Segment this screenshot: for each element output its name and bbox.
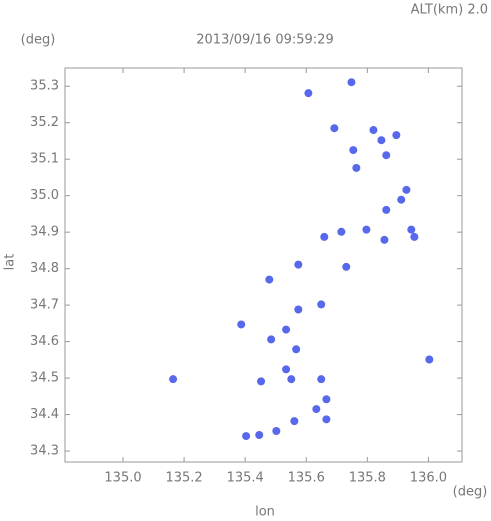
echo-point xyxy=(407,225,416,234)
echo-point xyxy=(347,78,356,87)
echo-point xyxy=(342,262,351,271)
y-tick-label: 35.2 xyxy=(30,115,59,130)
x-tick-label: 135.2 xyxy=(165,471,202,486)
y-tick-label: 35.3 xyxy=(30,79,59,94)
echo-point xyxy=(242,432,251,441)
echo-point xyxy=(352,163,361,172)
echo-point xyxy=(322,415,331,424)
echo-point xyxy=(287,375,296,384)
echo-point xyxy=(272,426,281,435)
y-axis-label: lat xyxy=(3,254,18,271)
plot-frame xyxy=(64,67,463,463)
x-tick-label: 135.6 xyxy=(288,471,325,486)
echo-point xyxy=(265,275,274,284)
y-tick-label: 34.3 xyxy=(30,444,59,459)
echo-point xyxy=(410,232,419,241)
echo-point xyxy=(377,136,386,145)
echo-point xyxy=(397,195,406,204)
echo-point xyxy=(255,431,264,440)
echo-point xyxy=(362,225,371,234)
echo-point xyxy=(349,146,358,155)
y-tick-label: 34.7 xyxy=(30,298,59,313)
x-tick-label: 135.8 xyxy=(349,471,386,486)
echo-point xyxy=(292,345,301,354)
echo-point xyxy=(382,205,391,214)
echo-point xyxy=(257,377,266,386)
y-tick-label: 34.5 xyxy=(30,371,59,386)
echo-point xyxy=(169,375,178,384)
chart-subtitle: ALT(km) 2.0 xyxy=(411,3,488,18)
x-tick-label: 135.4 xyxy=(227,471,264,486)
echo-point xyxy=(337,227,346,236)
echo-point xyxy=(320,232,329,241)
echo-point xyxy=(294,305,303,314)
echo-point xyxy=(317,375,326,384)
chart-title: 2013/09/16 09:59:29 xyxy=(196,33,333,48)
x-unit: (deg) xyxy=(453,485,488,500)
echo-point xyxy=(282,325,291,334)
y-tick-label: 35.1 xyxy=(30,152,59,167)
echo-point xyxy=(425,355,434,364)
y-unit: (deg) xyxy=(21,33,56,48)
x-axis-label: lon xyxy=(255,505,275,520)
y-tick-label: 34.6 xyxy=(30,334,59,349)
echo-point xyxy=(282,365,291,374)
echo-point xyxy=(382,151,391,160)
x-tick-label: 135.0 xyxy=(104,471,141,486)
echo-point xyxy=(322,395,331,404)
echo-point xyxy=(369,126,378,135)
echo-point xyxy=(330,124,339,133)
x-tick-label: 136.0 xyxy=(410,471,447,486)
echo-point xyxy=(392,131,401,140)
y-tick-label: 34.4 xyxy=(30,407,59,422)
echo-point xyxy=(317,300,326,309)
echo-point xyxy=(402,185,411,194)
echo-point xyxy=(294,260,303,269)
echo-point xyxy=(304,89,313,98)
y-tick-label: 34.9 xyxy=(30,225,59,240)
y-tick-label: 35.0 xyxy=(30,188,59,203)
echo-point xyxy=(380,235,389,244)
echo-point xyxy=(312,405,321,414)
echo-point xyxy=(290,417,299,426)
echo-point xyxy=(237,320,246,329)
echo-point xyxy=(267,335,276,344)
y-tick-label: 34.8 xyxy=(30,261,59,276)
